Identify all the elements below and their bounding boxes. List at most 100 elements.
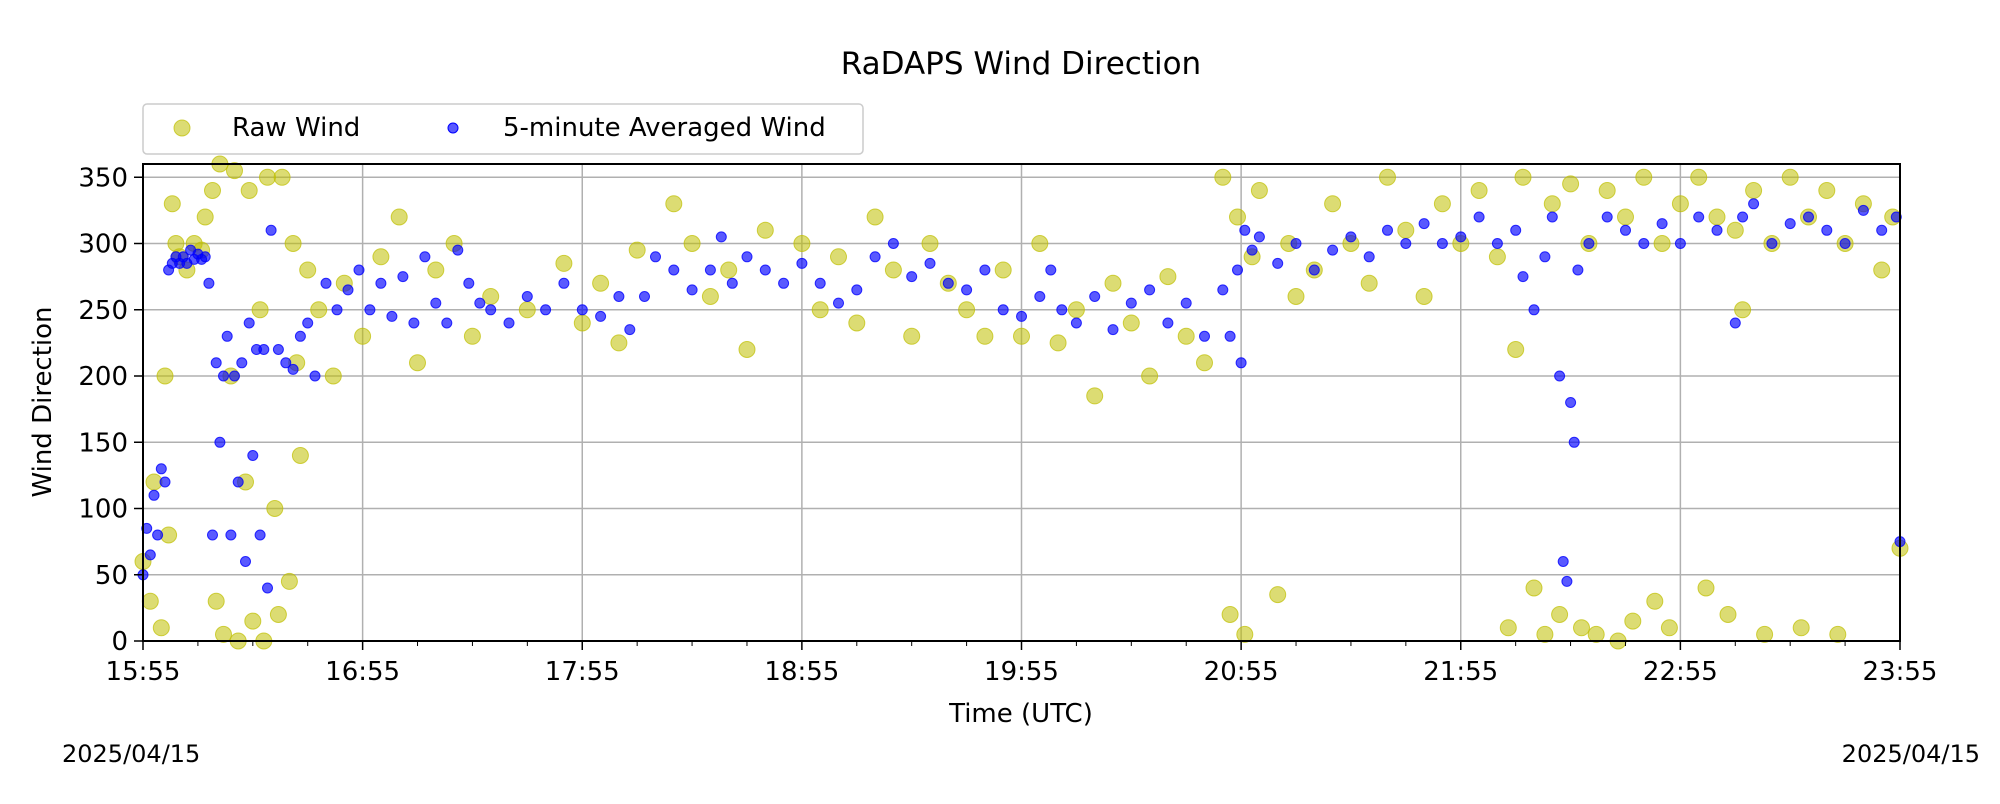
raw-wind-point (1792, 619, 1810, 637)
x-tick-label: 17:55 (545, 657, 620, 687)
raw-wind-point (269, 606, 287, 623)
raw-wind-point (1818, 182, 1836, 199)
raw-wind-point (1690, 168, 1708, 186)
averaged-wind-point (247, 450, 259, 461)
raw-wind-point (390, 208, 408, 226)
averaged-wind-point (979, 264, 991, 276)
raw-wind-point (1734, 301, 1752, 319)
averaged-wind-point (243, 317, 255, 329)
averaged-wind-point (613, 291, 625, 302)
raw-wind-point (884, 261, 902, 279)
averaged-wind-point (1290, 238, 1302, 249)
y-tick-label: 250 (78, 296, 128, 326)
averaged-wind-point (1528, 304, 1540, 316)
averaged-wind-point (1568, 436, 1580, 448)
averaged-wind-point (1748, 198, 1760, 210)
raw-wind-point (1415, 288, 1433, 305)
averaged-wind-point (1803, 211, 1814, 223)
averaged-wind-point (1821, 224, 1833, 236)
chart-title: RaDAPS Wind Direction (841, 46, 1201, 82)
averaged-wind-point (741, 251, 753, 263)
averaged-wind-point (668, 264, 680, 276)
averaged-wind-point (942, 277, 954, 289)
y-tick-label: 200 (78, 362, 128, 392)
averaged-wind-point (419, 251, 431, 263)
averaged-wind-point (280, 357, 292, 369)
legend-marker-averaged-wind (447, 122, 459, 134)
averaged-wind-point (1180, 297, 1192, 309)
raw-wind-point (1049, 334, 1067, 352)
raw-wind-point (1617, 208, 1634, 226)
averaged-wind-point (686, 284, 698, 296)
raw-wind-point (354, 327, 372, 345)
raw-wind-point (196, 208, 214, 226)
raw-wind-point (793, 235, 811, 252)
averaged-wind-point (463, 277, 475, 289)
averaged-wind-point (254, 529, 266, 541)
averaged-wind-point (595, 310, 607, 322)
averaged-wind-point (203, 277, 215, 289)
raw-wind-point (1031, 235, 1049, 252)
averaged-wind-point (1162, 317, 1174, 329)
y-tick-label: 100 (78, 495, 128, 525)
raw-wind-point (463, 327, 481, 345)
raw-wind-point (1470, 182, 1488, 199)
raw-wind-point (1551, 606, 1569, 623)
averaged-wind-point (1246, 244, 1258, 256)
raw-wind-point (976, 327, 994, 345)
raw-wind-point (240, 182, 258, 199)
averaged-wind-point (851, 284, 863, 296)
averaged-wind-point (485, 304, 497, 316)
averaged-wind-point (1107, 324, 1119, 336)
averaged-wind-point (262, 582, 273, 594)
raw-wind-point (291, 447, 309, 464)
averaged-wind-point (309, 370, 321, 382)
averaged-wind-point (199, 251, 211, 263)
raw-wind-point (427, 261, 445, 279)
averaged-wind-point (375, 277, 387, 289)
averaged-wind-point (704, 264, 716, 276)
averaged-wind-point (1784, 218, 1796, 230)
averaged-wind-point (452, 244, 464, 256)
averaged-wind-point (1539, 251, 1551, 263)
raw-wind-point (848, 314, 866, 332)
raw-wind-point (1086, 387, 1104, 405)
y-tick-label: 300 (78, 230, 128, 260)
y-tick-label: 0 (111, 627, 128, 657)
raw-wind-point (555, 254, 573, 272)
raw-wind-point (1708, 208, 1726, 226)
averaged-wind-point (1308, 264, 1320, 276)
averaged-wind-point (331, 304, 343, 316)
averaged-wind-point (218, 370, 229, 382)
averaged-wind-point (474, 297, 486, 309)
raw-wind-point (156, 367, 174, 385)
y-axis-label: Wind Direction (28, 306, 58, 497)
averaged-wind-point (1857, 204, 1869, 216)
averaged-wind-point (1436, 238, 1448, 249)
averaged-wind-point (1546, 211, 1558, 223)
averaged-wind-point (229, 370, 240, 382)
raw-wind-point (1646, 592, 1664, 610)
raw-wind-point (251, 301, 269, 319)
raw-wind-point (1499, 619, 1517, 637)
raw-wind-point (1514, 168, 1532, 186)
x-tick-label: 23:55 (1863, 657, 1938, 687)
x-tick-label: 18:55 (764, 657, 839, 687)
raw-wind-point (1177, 327, 1195, 345)
averaged-wind-point (225, 529, 237, 541)
legend-label-raw-wind: Raw Wind (232, 113, 360, 143)
raw-wind-point (141, 592, 159, 610)
averaged-wind-point (258, 344, 270, 355)
raw-wind-point (738, 341, 756, 358)
raw-wind-point (1397, 221, 1415, 239)
x-axis: 15:55 16:55 17:55 18:55 19:55 20:55 21:55 22:55… (106, 641, 1938, 687)
raw-wind-point (1719, 606, 1737, 623)
averaged-wind-point (1382, 224, 1393, 236)
averaged-wind-point (214, 436, 226, 448)
averaged-wind-point (265, 224, 277, 236)
legend-frame (142, 103, 864, 155)
averaged-wind-series (137, 198, 1906, 594)
averaged-wind-point (1583, 238, 1595, 249)
